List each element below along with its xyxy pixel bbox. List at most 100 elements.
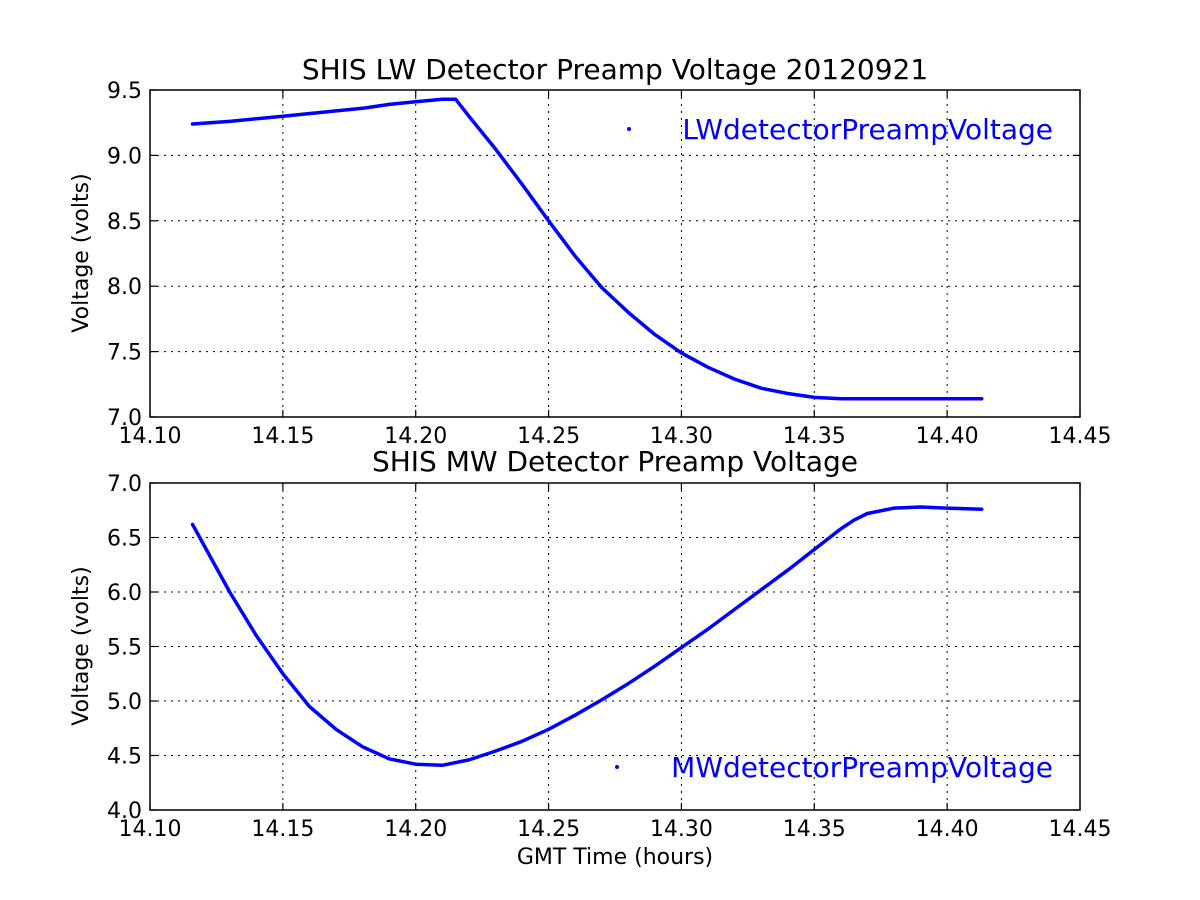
lw-data-point bbox=[440, 97, 444, 101]
mw-chart-title: SHIS MW Detector Preamp Voltage bbox=[372, 445, 858, 478]
lw-voltage-panel: SHIS LW Detector Preamp Voltage 20120921… bbox=[69, 53, 1111, 449]
mw-x-axis-label: GMT Time (hours) bbox=[517, 845, 713, 870]
lw-data-point bbox=[653, 333, 657, 337]
mw-data-point bbox=[812, 548, 816, 551]
mw-data-point bbox=[573, 713, 577, 717]
lw-data-point bbox=[573, 254, 577, 258]
mw-x-tick-label: 14.15 bbox=[251, 817, 314, 842]
lw-plot-frame bbox=[149, 89, 1081, 418]
mw-data-point bbox=[733, 607, 737, 611]
lw-legend-marker bbox=[627, 127, 631, 131]
lw-series bbox=[190, 97, 984, 401]
lw-data-point bbox=[945, 397, 949, 401]
mw-data-point bbox=[653, 664, 657, 668]
mw-data-point bbox=[387, 757, 391, 761]
lw-data-point bbox=[281, 114, 285, 118]
lw-data-point bbox=[547, 219, 551, 223]
mw-data-point bbox=[600, 698, 604, 702]
mw-x-tick-label: 14.35 bbox=[783, 817, 846, 842]
lw-data-point bbox=[626, 310, 630, 314]
lw-ticks: 14.10 14.15 14.20 14.25 14.30 14.35 14.40 14.45… bbox=[107, 79, 1111, 449]
mw-data-point bbox=[361, 745, 365, 749]
lw-x-tick-label: 14.45 bbox=[1049, 424, 1112, 449]
mw-series bbox=[190, 505, 984, 768]
mw-data-point bbox=[520, 739, 524, 743]
lw-data-point bbox=[865, 397, 869, 401]
lw-grid bbox=[150, 90, 1080, 417]
lw-data-point bbox=[980, 397, 984, 401]
lw-data-point bbox=[467, 114, 471, 118]
mw-y-axis-label: Voltage (volts) bbox=[69, 566, 94, 725]
mw-x-tick-label: 14.10 bbox=[119, 817, 182, 842]
lw-legend-label: LWdetectorPreampVoltage bbox=[682, 113, 1053, 146]
lw-x-tick-label: 14.20 bbox=[384, 424, 447, 449]
mw-data-point bbox=[706, 627, 710, 631]
lw-data-point bbox=[493, 147, 497, 151]
lw-y-tick-label: 7.0 bbox=[107, 406, 142, 431]
mw-x-tick-label: 14.25 bbox=[517, 817, 580, 842]
mw-data-point bbox=[228, 590, 232, 594]
lw-data-point bbox=[600, 286, 604, 289]
lw-data-point bbox=[759, 386, 763, 390]
mw-y-tick-label: 6.5 bbox=[107, 527, 142, 552]
lw-data-point bbox=[414, 100, 418, 104]
mw-data-point bbox=[786, 568, 790, 572]
mw-data-point bbox=[467, 758, 471, 762]
lw-data-point bbox=[228, 119, 232, 123]
lw-data-point bbox=[706, 365, 710, 369]
mw-data-point bbox=[191, 522, 194, 526]
mw-y-tick-label: 4.0 bbox=[107, 799, 142, 824]
mw-legend-marker bbox=[615, 765, 619, 769]
lw-x-tick-label: 14.35 bbox=[783, 424, 846, 449]
mw-y-tick-label: 7.0 bbox=[107, 472, 142, 497]
mw-data-point bbox=[281, 672, 285, 676]
mw-ticks: 14.10 14.15 14.20 14.25 14.30 14.35 14.40 14.45… bbox=[107, 472, 1111, 842]
lw-y-tick-label: 8.5 bbox=[107, 210, 142, 235]
mw-y-tick-label: 4.5 bbox=[107, 745, 142, 770]
mw-x-tick-label: 14.30 bbox=[650, 817, 713, 842]
mw-data-point bbox=[945, 506, 949, 510]
lw-x-tick-label: 14.10 bbox=[119, 424, 182, 449]
lw-legend: LWdetectorPreampVoltage bbox=[627, 113, 1053, 146]
lw-chart-title: SHIS LW Detector Preamp Voltage 20120921 bbox=[302, 53, 928, 86]
lw-x-tick-label: 14.40 bbox=[916, 424, 979, 449]
lw-y-tick-label: 9.0 bbox=[107, 144, 142, 169]
mw-legend: MWdetectorPreampVoltage bbox=[615, 751, 1053, 784]
mw-plot-frame bbox=[149, 482, 1081, 811]
lw-x-tick-label: 14.15 bbox=[251, 424, 314, 449]
mw-data-point bbox=[852, 518, 856, 522]
lw-x-tick-label: 14.25 bbox=[517, 424, 580, 449]
mw-data-point bbox=[759, 588, 763, 592]
mw-x-tick-label: 14.40 bbox=[916, 817, 979, 842]
mw-data-point bbox=[414, 762, 418, 766]
lw-y-axis-label: Voltage (volts) bbox=[69, 173, 94, 332]
mw-x-tick-label: 14.45 bbox=[1049, 817, 1112, 842]
mw-data-point bbox=[839, 527, 843, 531]
mw-data-point bbox=[919, 505, 923, 509]
lw-y-tick-label: 9.5 bbox=[107, 79, 142, 104]
lw-data-point bbox=[786, 392, 790, 395]
lw-data-point bbox=[334, 109, 338, 113]
lw-data-point bbox=[361, 106, 365, 110]
mw-data-point bbox=[626, 682, 630, 686]
mw-data-point bbox=[307, 705, 311, 708]
lw-data-point bbox=[191, 122, 194, 126]
lw-data-point bbox=[733, 377, 737, 381]
mw-y-tick-label: 5.0 bbox=[107, 690, 142, 715]
mw-data-point bbox=[254, 634, 258, 638]
lw-data-point bbox=[919, 397, 923, 401]
lw-y-tick-label: 8.0 bbox=[107, 275, 142, 300]
lw-y-tick-label: 7.5 bbox=[107, 341, 142, 366]
lw-data-point bbox=[387, 102, 391, 106]
mw-data-point bbox=[334, 727, 338, 731]
mw-voltage-panel: SHIS MW Detector Preamp Voltage Voltage … bbox=[69, 445, 1111, 870]
mw-data-point bbox=[679, 646, 683, 650]
lw-x-tick-label: 14.30 bbox=[650, 424, 713, 449]
lw-data-point bbox=[679, 351, 683, 355]
mw-y-tick-label: 6.0 bbox=[107, 581, 142, 606]
mw-y-tick-label: 5.5 bbox=[107, 636, 142, 661]
mw-x-tick-label: 14.20 bbox=[384, 817, 447, 842]
lw-data-point bbox=[839, 397, 843, 401]
